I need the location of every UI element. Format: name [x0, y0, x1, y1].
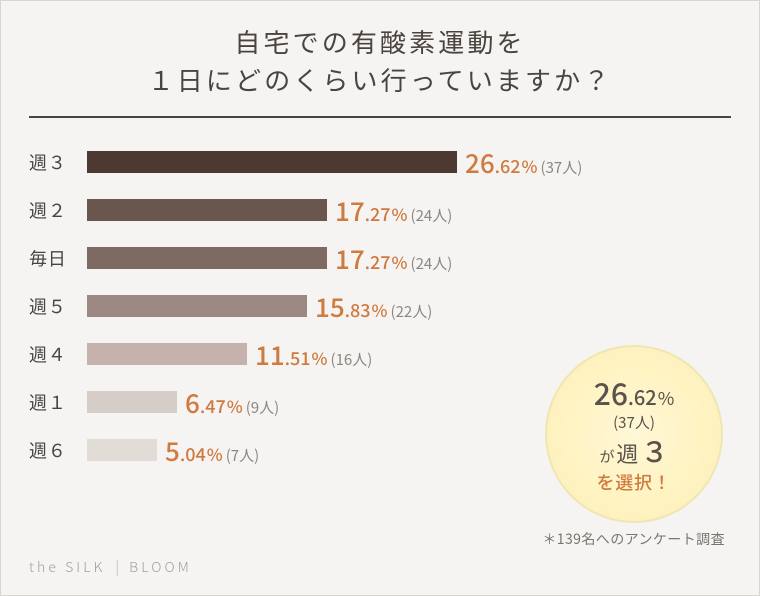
- pct-int: 17: [335, 240, 365, 277]
- brand-bloom: BLOOM: [129, 557, 192, 577]
- pct-int: 26: [465, 144, 495, 181]
- bar: [87, 391, 177, 413]
- bar-row: 週３ 26.62%(37人): [29, 138, 731, 186]
- bar-wrap: 17.27%(24人): [87, 240, 731, 277]
- pct-unit: %: [227, 393, 243, 418]
- bar-wrap: 15.83%(22人): [87, 288, 731, 325]
- bar-value: 15.83%(22人): [315, 288, 432, 325]
- pct-unit: %: [207, 441, 223, 466]
- chart-title: 自宅での有酸素運動を １日にどのくらい行っていますか？: [29, 1, 731, 118]
- bar-value: 26.62%(37人): [465, 144, 582, 181]
- pct-dec: .27: [365, 201, 391, 227]
- count: (9人): [246, 397, 279, 418]
- pct-unit: %: [522, 153, 538, 178]
- count: (7人): [226, 445, 259, 466]
- count: (22人): [391, 301, 433, 322]
- badge-percent: 26 .62 %: [594, 374, 675, 412]
- row-label: 週２: [29, 197, 87, 223]
- bar: [87, 247, 327, 269]
- pct-dec: .04: [180, 441, 206, 467]
- pct-unit: %: [372, 297, 388, 322]
- pct-int: 6: [185, 384, 200, 421]
- pct-dec: .27: [365, 249, 391, 275]
- brand-separator: |: [115, 557, 119, 577]
- pct-dec: .51: [285, 345, 311, 371]
- pct-int: 5: [165, 432, 180, 469]
- highlight-badge: 26 .62 % (37人) が 週 ３ を選択！: [545, 345, 723, 523]
- bar: [87, 151, 457, 173]
- pct-unit: %: [392, 249, 408, 274]
- bar: [87, 295, 307, 317]
- pct-unit: %: [312, 345, 328, 370]
- row-label: 週５: [29, 293, 87, 319]
- row-label: 週４: [29, 341, 87, 367]
- row-label: 週６: [29, 437, 87, 463]
- badge-count: (37人): [613, 414, 655, 433]
- survey-note: ＊139名へのアンケート調査: [542, 529, 725, 549]
- count: (16人): [331, 349, 373, 370]
- pct-dec: .62: [495, 153, 521, 179]
- brand-silk: the SILK: [29, 557, 105, 577]
- bar-row: 週５ 15.83%(22人): [29, 282, 731, 330]
- bar-value: 17.27%(24人): [335, 192, 452, 229]
- pct-dec: .83: [345, 297, 371, 323]
- row-label: 週１: [29, 389, 87, 415]
- pct-int: 11: [255, 336, 285, 373]
- pct-unit: %: [392, 201, 408, 226]
- bar-value: 11.51%(16人): [255, 336, 372, 373]
- count: (24人): [411, 253, 453, 274]
- badge-category: が 週 ３: [599, 434, 668, 469]
- bar-value: 6.47%(9人): [185, 384, 279, 421]
- count: (37人): [541, 157, 583, 178]
- bar-wrap: 17.27%(24人): [87, 192, 731, 229]
- row-label: 毎日: [29, 245, 87, 271]
- badge-bottom: を選択！: [597, 471, 672, 494]
- bar: [87, 439, 157, 461]
- pct-int: 15: [315, 288, 345, 325]
- bar: [87, 343, 247, 365]
- footer-brand: the SILK | BLOOM: [29, 557, 192, 577]
- bar-wrap: 26.62%(37人): [87, 144, 731, 181]
- title-line1: 自宅での有酸素運動を: [234, 23, 525, 60]
- bar-value: 5.04%(7人): [165, 432, 259, 469]
- row-label: 週３: [29, 149, 87, 175]
- count: (24人): [411, 205, 453, 226]
- pct-int: 17: [335, 192, 365, 229]
- pct-dec: .47: [200, 393, 226, 419]
- bar-row: 週２ 17.27%(24人): [29, 186, 731, 234]
- bar: [87, 199, 327, 221]
- bar-row: 毎日 17.27%(24人): [29, 234, 731, 282]
- title-line2: １日にどのくらい行っていますか？: [148, 61, 613, 98]
- bar-value: 17.27%(24人): [335, 240, 452, 277]
